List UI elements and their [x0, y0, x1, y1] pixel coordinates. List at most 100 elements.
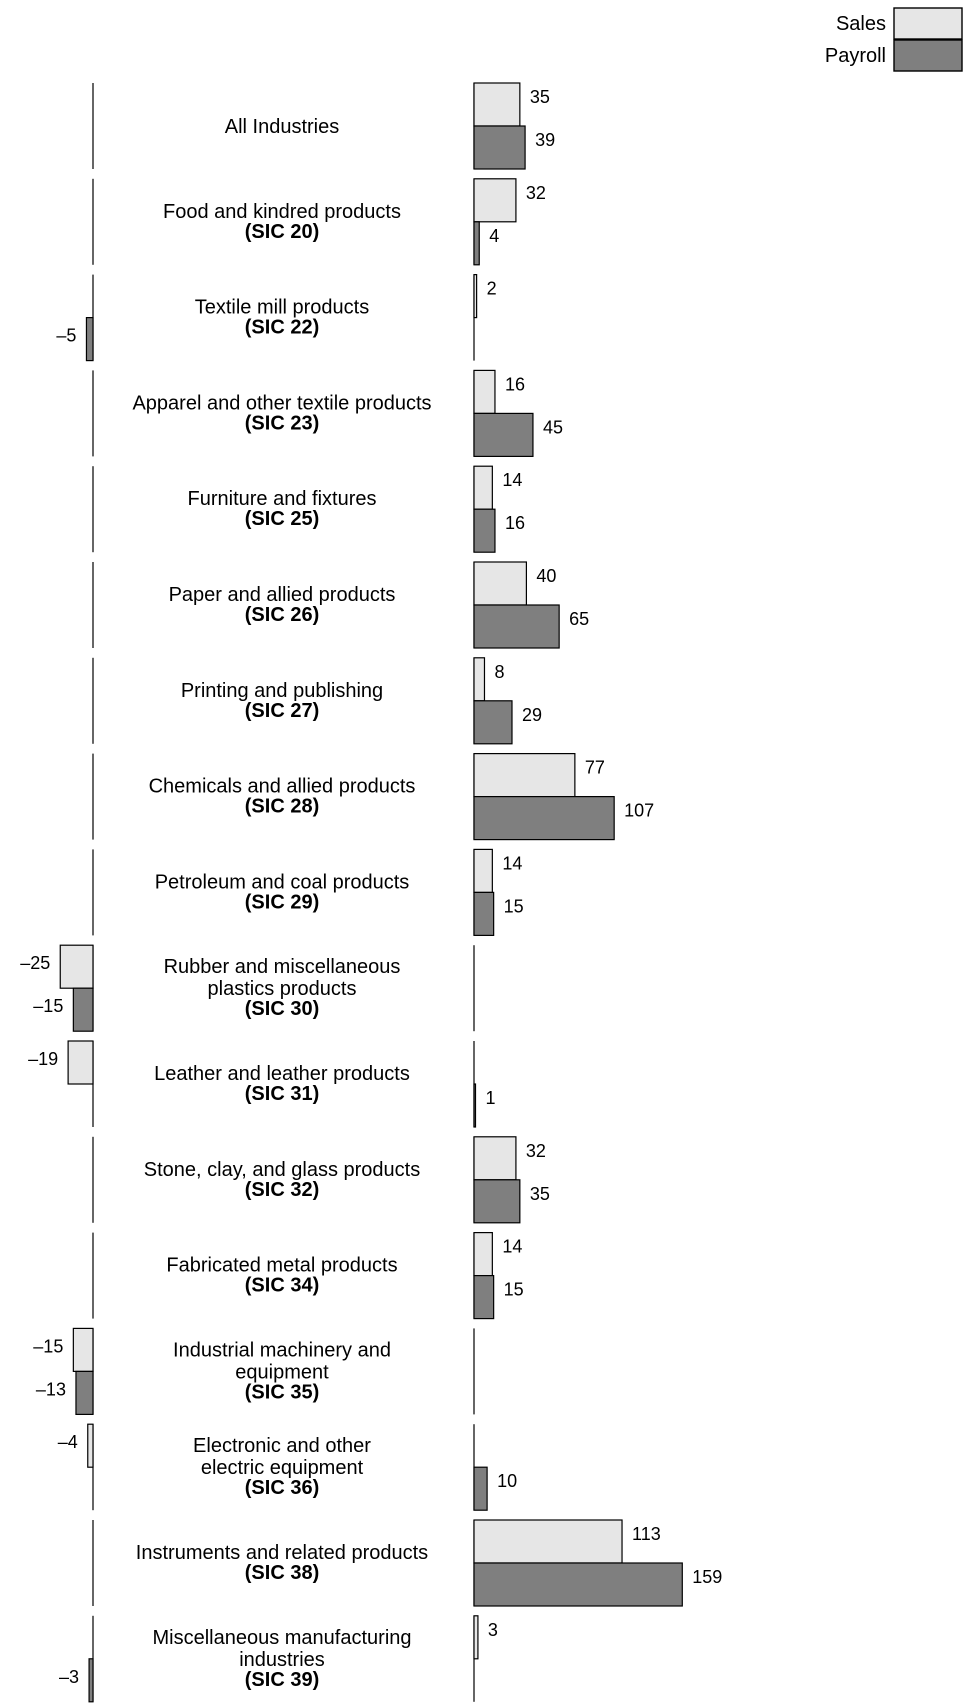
- bar-sales: [473, 82, 521, 127]
- value-label-payroll: 65: [569, 609, 589, 629]
- value-label-payroll: 45: [543, 417, 563, 437]
- industry-name: Leather and leather products: [154, 1063, 410, 1085]
- industry-sic-code: (SIC 36): [245, 1477, 319, 1499]
- industry-name: Food and kindred products: [163, 201, 401, 223]
- bar-payroll: [473, 221, 480, 266]
- industry-name: Paper and allied products: [169, 584, 396, 606]
- industry-sic-code: (SIC 31): [245, 1083, 319, 1105]
- value-label-sales: –4: [58, 1432, 78, 1452]
- bar-payroll: [85, 317, 94, 362]
- industry-row: Fabricated metal products(SIC 34) 14 15: [92, 1231, 524, 1320]
- bar-sales: [473, 1519, 623, 1564]
- bar-sales: [67, 1040, 94, 1085]
- industry-sic-code: (SIC 34): [245, 1275, 319, 1297]
- bar-payroll: [473, 412, 534, 457]
- bar-sales: [473, 274, 478, 319]
- value-label-sales: 35: [530, 87, 550, 107]
- value-label-sales: 8: [494, 662, 504, 682]
- value-label-sales: –25: [20, 953, 50, 973]
- value-label-payroll: 10: [497, 1471, 517, 1491]
- value-label-sales: 32: [526, 183, 546, 203]
- legend: Sales Payroll: [825, 7, 963, 72]
- industry-name: Petroleum and coal products: [155, 871, 410, 893]
- value-label-sales: 14: [502, 1237, 522, 1257]
- industry-name: plastics products: [208, 978, 357, 1000]
- bar-payroll: [473, 1466, 488, 1511]
- bar-sales: [473, 369, 496, 414]
- value-label-payroll: 15: [504, 1280, 524, 1300]
- bar-sales: [473, 1136, 517, 1181]
- industry-name: Chemicals and allied products: [149, 776, 416, 798]
- value-label-payroll: 16: [505, 513, 525, 533]
- industry-row: Petroleum and coal products(SIC 29) 14 15: [92, 848, 524, 937]
- industry-sic-code: (SIC 28): [245, 796, 319, 818]
- industry-row: Miscellaneous manufacturingindustries(SI…: [59, 1615, 498, 1703]
- industry-row: Instruments and related products(SIC 38)…: [92, 1519, 722, 1607]
- bar-payroll: [473, 891, 495, 937]
- value-label-sales: 2: [487, 279, 497, 299]
- industry-name: Furniture and fixtures: [188, 488, 377, 510]
- bar-payroll: [72, 987, 94, 1032]
- industry-name: industries: [239, 1649, 325, 1671]
- bar-payroll: [473, 125, 526, 170]
- industry-name: All Industries: [225, 116, 340, 138]
- industry-sic-code: (SIC 30): [245, 998, 319, 1020]
- chart-rows: All Industries 35 39 Food and kindred produ…: [20, 82, 722, 1703]
- bar-sales: [473, 465, 493, 510]
- bar-payroll: [473, 1562, 683, 1607]
- industry-row: Furniture and fixtures(SIC 25) 14 16: [92, 465, 525, 553]
- value-label-sales: 77: [585, 758, 605, 778]
- value-label-payroll: 1: [486, 1088, 496, 1108]
- value-label-sales: 14: [502, 853, 522, 873]
- industry-name: Industrial machinery and: [173, 1339, 391, 1361]
- bar-sales: [473, 752, 576, 798]
- industry-sic-code: (SIC 26): [245, 604, 319, 626]
- bar-payroll: [473, 795, 615, 841]
- bar-payroll: [88, 1658, 94, 1703]
- industry-name: Miscellaneous manufacturing: [152, 1627, 411, 1649]
- value-label-sales: –15: [33, 1336, 63, 1356]
- industry-name: electric equipment: [201, 1457, 364, 1479]
- legend-label-payroll: Payroll: [825, 45, 886, 67]
- industry-row: Chemicals and allied products(SIC 28) 77 1…: [92, 752, 654, 841]
- industry-name: Instruments and related products: [136, 1542, 428, 1564]
- value-label-sales: 14: [502, 470, 522, 490]
- bar-sales: [473, 561, 528, 606]
- value-label-payroll: 15: [504, 896, 524, 916]
- bar-payroll: [473, 1179, 521, 1224]
- industry-sic-code: (SIC 32): [245, 1179, 319, 1201]
- industry-sic-code: (SIC 29): [245, 891, 319, 913]
- bar-payroll: [473, 1274, 495, 1320]
- value-label-sales: 40: [536, 566, 556, 586]
- industry-sic-code: (SIC 38): [245, 1562, 319, 1584]
- bar-sales: [59, 944, 94, 989]
- industry-sic-code: (SIC 22): [245, 317, 319, 339]
- value-label-sales: 113: [632, 1524, 661, 1544]
- bar-sales: [473, 1615, 479, 1660]
- bar-payroll: [473, 604, 560, 649]
- value-label-payroll: 107: [624, 801, 654, 821]
- industry-row: Stone, clay, and glass products(SIC 32) 3…: [92, 1136, 550, 1224]
- value-label-payroll: –5: [56, 326, 76, 346]
- value-label-payroll: 159: [692, 1567, 722, 1587]
- value-label-payroll: 39: [535, 130, 555, 150]
- bar-sales: [473, 1231, 493, 1277]
- value-label-payroll: –15: [33, 996, 63, 1016]
- value-label-sales: 32: [526, 1141, 546, 1161]
- bar-sales: [72, 1327, 94, 1373]
- industry-row: Food and kindred products(SIC 20) 32 4: [92, 178, 546, 266]
- bar-sales: [473, 178, 517, 223]
- value-label-payroll: –3: [59, 1667, 79, 1687]
- value-label-payroll: 29: [522, 705, 542, 725]
- legend-swatch-payroll: [893, 39, 963, 72]
- industry-name: Textile mill products: [195, 297, 370, 319]
- industry-name: equipment: [235, 1361, 329, 1383]
- industry-name: Electronic and other: [193, 1435, 371, 1457]
- industry-row: Apparel and other textile products(SIC 2…: [92, 369, 563, 457]
- industry-sic-code: (SIC 23): [245, 412, 319, 434]
- bar-payroll: [473, 700, 513, 745]
- industry-sic-code: (SIC 35): [245, 1381, 319, 1403]
